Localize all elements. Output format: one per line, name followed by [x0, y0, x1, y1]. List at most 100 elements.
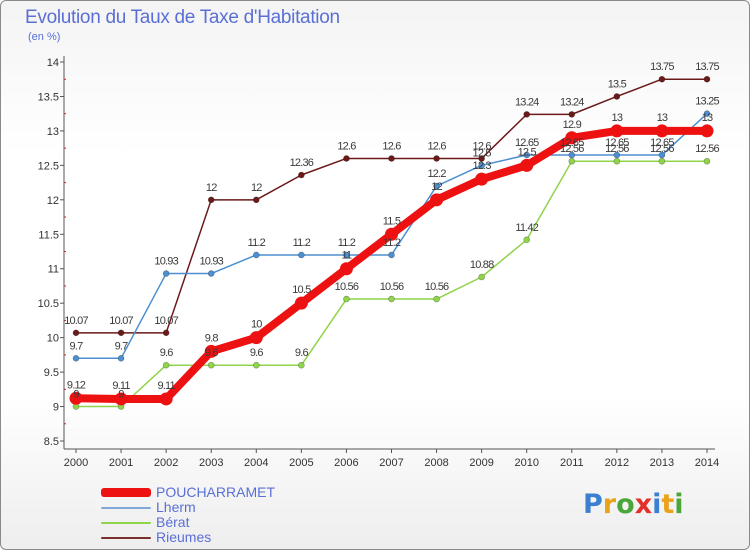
data-point — [162, 361, 170, 369]
data-point — [252, 251, 260, 259]
data-label: 9 — [118, 389, 124, 401]
data-label: 10.88 — [470, 259, 494, 271]
data-label: 11.2 — [293, 237, 311, 249]
data-point — [207, 270, 215, 277]
data-point — [252, 361, 260, 369]
data-point — [655, 124, 669, 138]
legend-label: Bérat — [156, 514, 190, 530]
data-label: 9 — [73, 389, 79, 401]
logo-letter: o — [616, 489, 635, 520]
data-point — [658, 75, 666, 83]
data-label: 13.5 — [608, 78, 627, 90]
data-label: 10.07 — [154, 315, 178, 327]
x-tick-label: 2000 — [64, 457, 88, 469]
data-label: 10.56 — [335, 281, 359, 293]
x-tick-label: 2006 — [334, 457, 358, 469]
data-label: 9.6 — [205, 347, 219, 359]
data-label: 9.6 — [295, 347, 309, 359]
legend-item: Rieumes — [101, 530, 275, 545]
data-point — [69, 391, 83, 405]
data-point — [613, 157, 621, 165]
logo-letter: r — [602, 489, 617, 520]
data-label: 12.6 — [382, 140, 401, 152]
data-label: 10.93 — [199, 256, 223, 268]
legend-item: Lherm — [101, 500, 275, 515]
x-tick-label: 2010 — [514, 457, 538, 469]
data-point — [162, 329, 170, 337]
data-point — [658, 157, 666, 165]
data-label: 12 — [206, 182, 217, 194]
y-tick-label: 11 — [48, 264, 59, 276]
y-tick-label: 14 — [47, 57, 59, 69]
data-point — [249, 331, 263, 345]
data-point — [520, 158, 534, 172]
logo-letter: P — [583, 489, 603, 520]
data-label: 11.2 — [383, 237, 401, 249]
data-label: 9.11 — [112, 380, 130, 392]
data-label: 12.65 — [650, 137, 674, 149]
data-point — [523, 151, 531, 159]
proxiti-logo: Proxiti — [583, 489, 684, 520]
y-tick-label: 11.5 — [38, 229, 59, 241]
data-point — [385, 227, 398, 241]
data-label: 9.8 — [205, 332, 219, 344]
x-tick-label: 2003 — [199, 457, 223, 469]
chart-unit-label: (en %) — [28, 31, 61, 43]
chart-series — [69, 75, 714, 410]
data-label: 12 — [431, 181, 442, 193]
data-point — [117, 355, 125, 362]
data-point — [207, 361, 215, 369]
data-label: 13 — [612, 112, 623, 124]
data-label: 9.12 — [67, 379, 86, 391]
data-point — [613, 151, 621, 159]
legend-swatch — [101, 506, 151, 509]
data-label: 12.65 — [560, 137, 584, 149]
x-tick-label: 2013 — [650, 457, 674, 469]
data-point — [478, 162, 485, 169]
data-label: 12.56 — [560, 143, 584, 155]
data-point — [343, 295, 350, 303]
chart-legend: POUCHARRAMET Lherm Bérat Rieumes — [101, 485, 275, 545]
data-point — [388, 251, 395, 259]
data-point — [703, 75, 711, 83]
data-label: 13.24 — [560, 96, 584, 108]
data-label: 11.5 — [383, 215, 401, 227]
data-point — [478, 155, 485, 162]
data-point — [568, 111, 576, 118]
y-tick-label: 9.5 — [44, 367, 59, 379]
y-tick-label: 13 — [47, 126, 59, 138]
x-tick-label: 2002 — [154, 457, 178, 469]
data-point — [568, 157, 576, 165]
data-label: 13.25 — [695, 96, 719, 108]
legend-item: POUCHARRAMET — [101, 485, 275, 500]
data-point — [433, 182, 440, 190]
data-label: 11.42 — [515, 222, 538, 234]
y-tick-label: 9 — [53, 402, 59, 414]
data-point — [343, 251, 350, 259]
y-tick-label: 10.5 — [38, 298, 59, 310]
data-point — [162, 270, 170, 277]
legend-label: POUCHARRAMET — [156, 484, 276, 500]
data-label: 12.36 — [290, 157, 314, 169]
data-label: 12.5 — [518, 146, 537, 158]
data-point — [433, 155, 440, 162]
data-label: 10.5 — [292, 284, 311, 296]
legend-swatch — [101, 521, 151, 524]
data-point — [475, 172, 489, 186]
data-label: 12.3 — [473, 160, 492, 172]
data-point — [252, 196, 260, 204]
data-label: 10.56 — [425, 281, 449, 293]
legend-label: Rieumes — [156, 529, 212, 545]
data-label: 13 — [702, 112, 713, 124]
x-tick-label: 2004 — [244, 457, 268, 469]
data-label: 9.7 — [70, 340, 84, 352]
data-point — [703, 110, 711, 117]
data-point — [159, 392, 173, 406]
data-point — [430, 193, 444, 207]
data-point — [298, 361, 305, 369]
y-tick-label: 12 — [47, 195, 59, 207]
data-point — [478, 273, 485, 281]
x-tick-label: 2001 — [109, 457, 133, 469]
x-tick-label: 2014 — [695, 457, 719, 469]
